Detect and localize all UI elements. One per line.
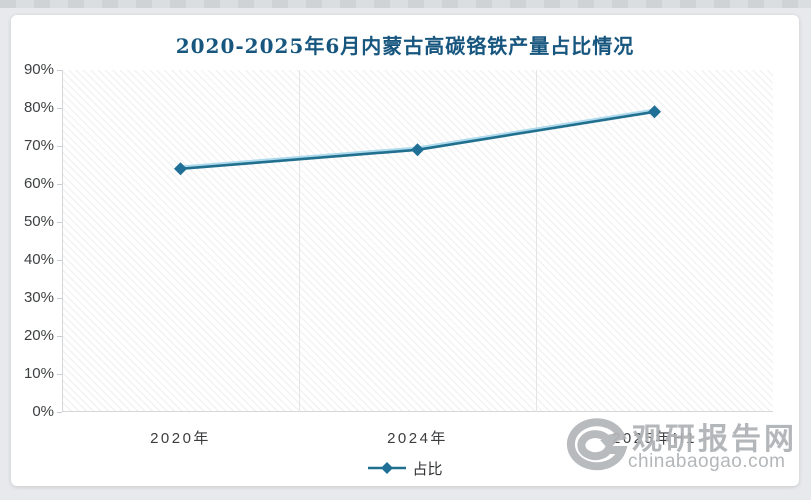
- x-tick-label: 2025年H1: [611, 430, 698, 447]
- series-line: [180, 110, 655, 171]
- data-point-marker: [174, 162, 187, 176]
- y-tick-mark: [57, 260, 62, 261]
- vertical-gridline: [536, 70, 537, 412]
- y-tick-label: 10%: [23, 365, 54, 382]
- chart-card: [11, 15, 799, 486]
- legend-label: 占比: [412, 460, 443, 478]
- y-tick-mark: [57, 146, 62, 147]
- top-strip: [0, 0, 811, 8]
- y-tick-label: 50%: [23, 213, 54, 230]
- data-point-marker: [411, 143, 424, 157]
- y-tick-label: 70%: [23, 137, 54, 154]
- y-tick-label: 90%: [23, 61, 54, 78]
- y-tick-label: 30%: [23, 289, 54, 306]
- y-tick-mark: [57, 184, 62, 185]
- line-series-svg: [174, 105, 661, 176]
- x-tick-label: 2020年: [150, 430, 211, 447]
- chart-title: 2020-2025年6月内蒙古高碳铬铁产量占比情况: [175, 34, 635, 58]
- y-tick-label: 60%: [23, 175, 54, 192]
- y-tick-mark: [57, 108, 62, 109]
- data-point-marker: [648, 105, 661, 119]
- y-tick-label: 0%: [32, 403, 54, 420]
- y-tick-mark: [57, 336, 62, 337]
- y-tick-mark: [57, 374, 62, 375]
- y-tick-mark: [57, 298, 62, 299]
- y-tick-mark: [57, 412, 62, 413]
- y-tick-label: 80%: [23, 99, 54, 116]
- y-tick-label: 20%: [23, 327, 54, 344]
- y-tick-label: 40%: [23, 251, 54, 268]
- y-tick-mark: [57, 70, 62, 71]
- x-tick-label: 2024年: [387, 430, 448, 447]
- y-tick-mark: [57, 222, 62, 223]
- plot-area: [62, 70, 773, 412]
- legend: 占比: [0, 456, 811, 480]
- legend-line-marker-icon: [368, 462, 407, 474]
- vertical-gridline: [299, 70, 300, 412]
